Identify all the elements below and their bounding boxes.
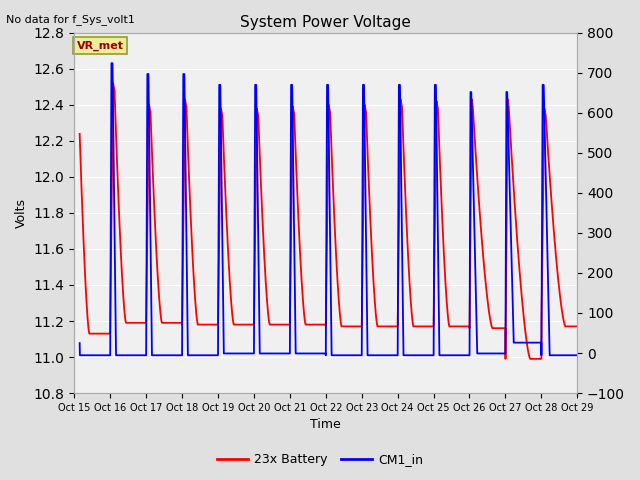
Text: No data for f_Sys_volt1: No data for f_Sys_volt1 [6, 14, 135, 25]
Legend: 23x Battery, CM1_in: 23x Battery, CM1_in [212, 448, 428, 471]
Text: VR_met: VR_met [77, 41, 124, 51]
Y-axis label: Volts: Volts [15, 198, 28, 228]
Title: System Power Voltage: System Power Voltage [241, 15, 412, 30]
X-axis label: Time: Time [310, 419, 341, 432]
